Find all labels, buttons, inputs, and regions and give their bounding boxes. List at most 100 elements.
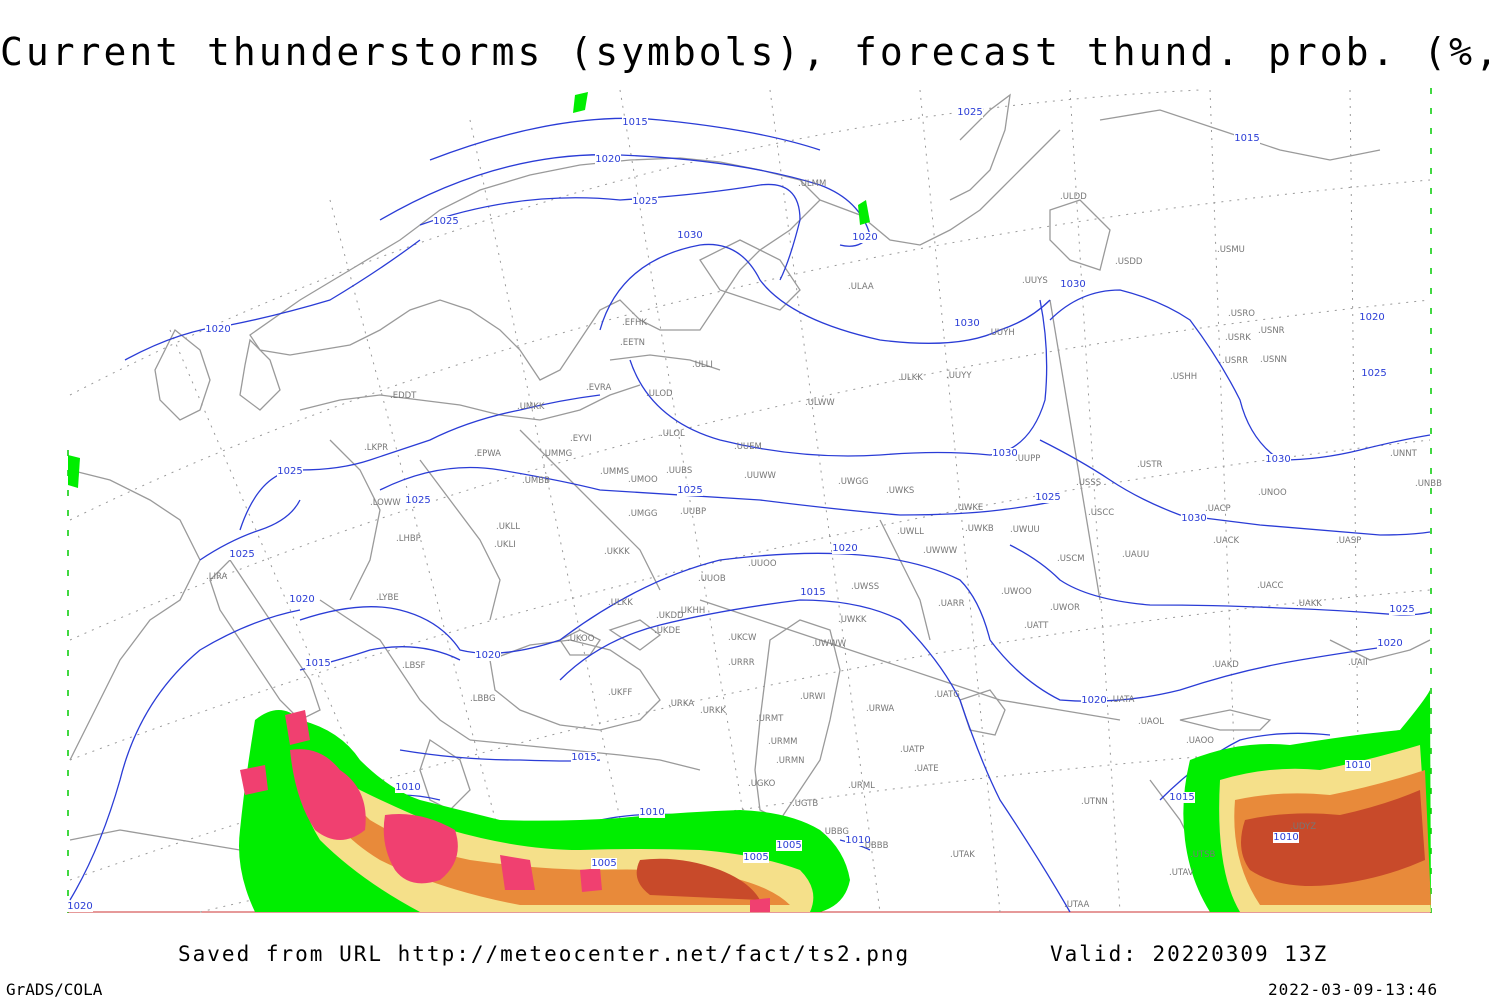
station-label: .UKCW [728,633,757,643]
isobar-label-bg [1035,492,1061,503]
isobar-label: 1030 [1181,513,1206,524]
station-label: .UAOO [1186,736,1214,746]
station-label: .UUWW [744,471,777,481]
isobar-label-bg [405,495,431,506]
station-label: .USRO [1228,309,1255,319]
station-label: .UACC [1257,581,1284,591]
isobar-label: 1020 [595,154,620,165]
isobar-label: 1030 [992,448,1017,459]
storm-cluster-6 [580,868,602,892]
storm-cluster-1 [240,765,268,795]
isobar-1025-sw [199,499,301,561]
isobar-1025-mid [379,466,1061,516]
station-label: .URMN [776,756,805,766]
station-label: .USCM [1057,554,1085,564]
isobar-label: 1010 [1345,760,1370,771]
isobar-label-bg [433,216,459,227]
station-label: .UWKK [838,615,867,625]
isobar-1020-mid [299,552,991,654]
isobar-label: 1015 [1169,792,1194,803]
station-label: .UATT [1024,621,1049,631]
isobar-label-bg [1273,832,1299,843]
isobar-label-bg [954,318,980,329]
border-2 [419,459,501,621]
isobar-label-bg [1359,312,1385,323]
isobar-label: 1020 [1377,638,1402,649]
isobar-label-bg [595,154,621,165]
station-label: .UBBB [862,841,889,851]
greece [419,738,471,811]
crimea [559,629,601,656]
storm-cluster-7 [750,898,770,912]
station-label: .UARR [938,599,965,609]
station-label: .UGKO [748,779,776,789]
station-label: .EYVI [570,434,592,444]
isobar-label-bg [475,650,501,661]
border-1 [329,439,381,601]
isobar-label-layer: 1015 1020 1025 1025 1030 1020 1025 1015 1030 1020… [67,107,1415,912]
isobar-label-bg [229,549,255,560]
station-label: .UAKK [1296,599,1322,609]
station-label: .LBBG [470,694,496,704]
station-label: .UAKD [1212,660,1239,670]
isobar-1020-west [124,239,421,361]
prob-max-east [1241,790,1425,886]
isobar-label-bg [743,852,769,863]
kola-coast [819,129,1061,246]
isobar-label: 1030 [1060,279,1085,290]
station-label: .UACK [1213,536,1240,546]
isobar-label-bg [571,752,597,763]
station-label: .UKLL [496,522,520,532]
isobar-label-bg [639,807,665,818]
station-label: .UDYZ [1290,822,1316,832]
station-label: .USSS [1076,478,1101,488]
station-label: .UNBB [1415,479,1442,489]
station-label: .UATE [914,764,939,774]
isobar-label: 1030 [954,318,979,329]
denmark [239,338,281,411]
isobar-label-bg [622,117,648,128]
isobar-label: 1020 [832,543,857,554]
isobar-label: 1020 [475,650,500,661]
station-label: .EFHK [622,318,647,328]
isobar-1030-center [599,243,1051,344]
station-label: .LYBE [376,593,399,603]
station-label: .ULAA [848,282,874,292]
border-3 [519,429,661,591]
isobar-label: 1015 [800,587,825,598]
station-label: .UUEM [734,442,762,452]
station-label: .LKPR [364,443,388,453]
isobar-label-bg [1345,760,1371,771]
station-label: .URRR [728,658,755,668]
graticule [69,89,1431,913]
map-title: Current thunderstorms (symbols), forecas… [0,30,1500,74]
station-label: .UMOO [628,475,658,485]
station-label: .USRK [1225,333,1251,343]
station-label: .UKOO [567,634,595,644]
isobar-label-bg [277,466,303,477]
station-label: .UMMG [542,449,572,459]
station-label: .USHH [1170,372,1197,382]
station-label: .UWUU [1010,525,1040,535]
gulf-finland [609,354,721,371]
isobar-label-bg [1389,604,1415,615]
isobar-label-bg [677,230,703,241]
station-label: .ULKK [608,598,633,608]
isobar-label: 1025 [1361,368,1386,379]
station-label: .URMM [768,737,798,747]
isobar-label: 1010 [845,835,870,846]
station-label: .UUYS [1022,276,1048,286]
isobar-1030-east [1049,289,1431,461]
station-label: .UUBP [680,507,706,517]
isobar-label-bg [845,835,871,846]
prob-low-kola [858,200,870,225]
station-label: .UNNT [1390,449,1418,459]
black-sea [489,639,661,731]
station-label: .USRR [1222,356,1248,366]
border-5 [1049,299,1101,601]
station-label: .LBSF [402,661,426,671]
baltic-coast [299,384,641,421]
isobar-label: 1025 [957,107,982,118]
isobar-1015-south [559,599,1071,913]
isobar-label-bg [205,324,231,335]
